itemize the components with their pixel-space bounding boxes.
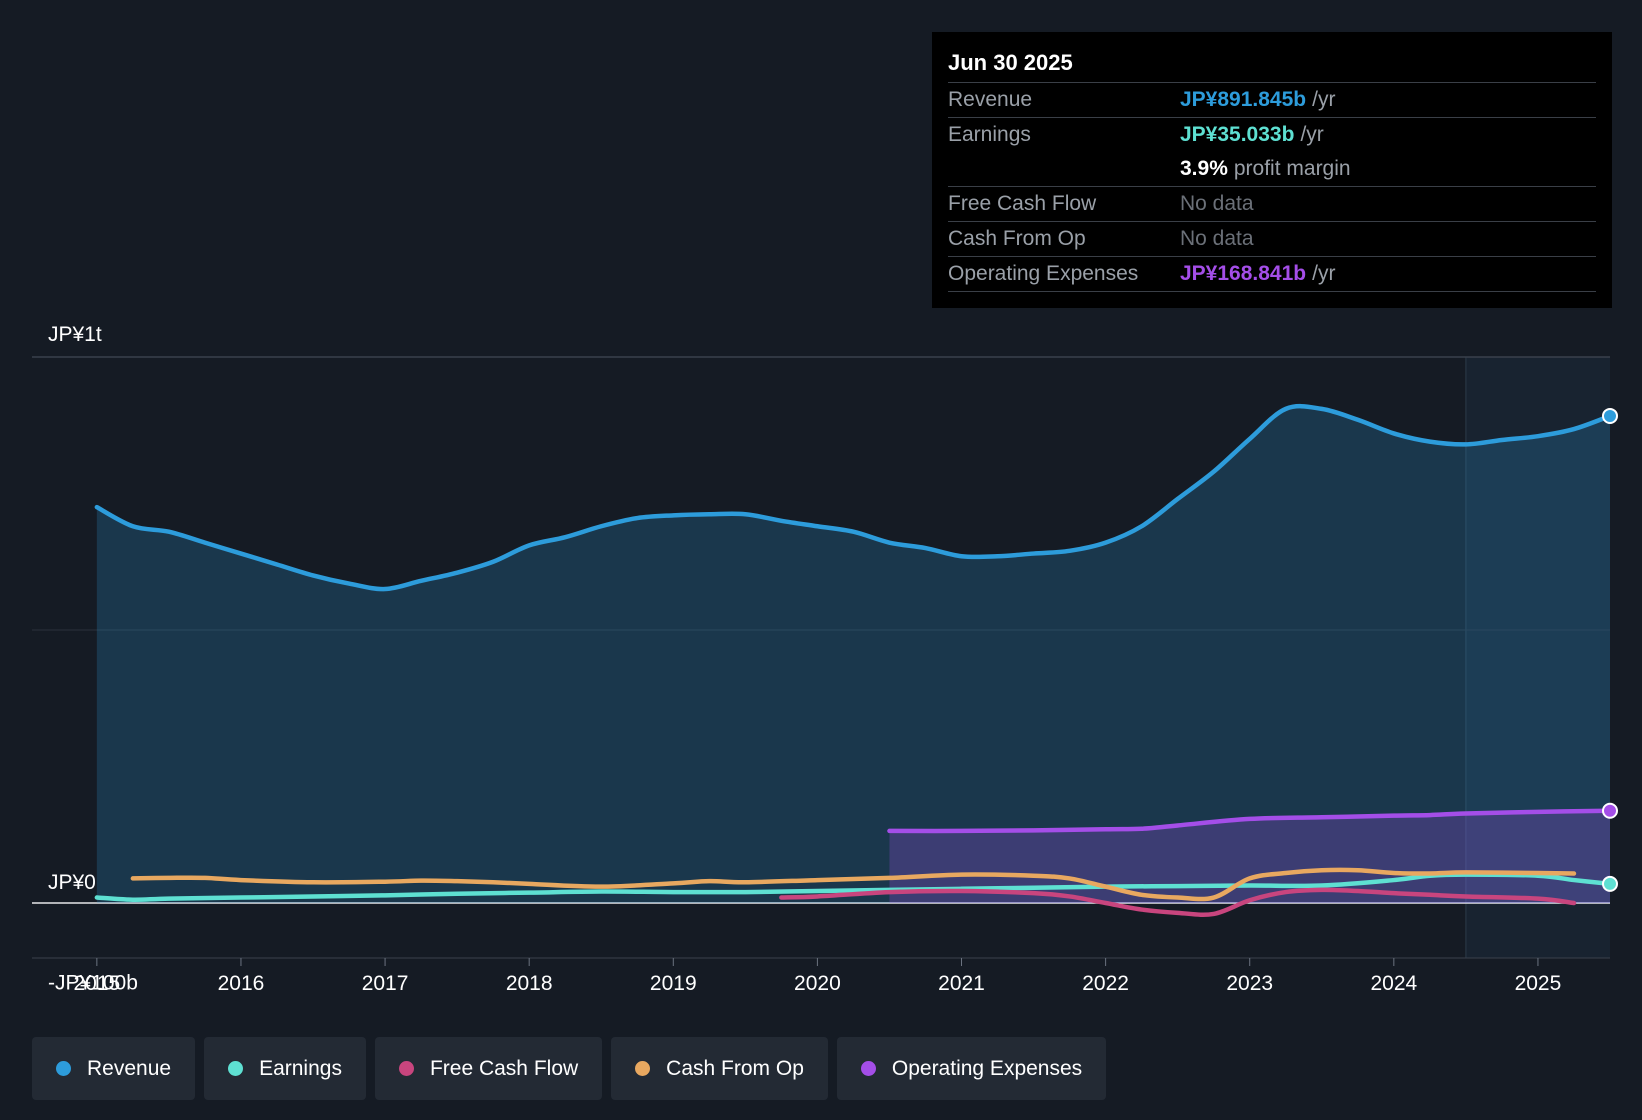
tooltip-row-revenue: Revenue JP¥891.845b /yr [948, 83, 1596, 118]
x-tick-label: 2025 [1515, 972, 1562, 995]
legend-item-cash-from-op[interactable]: Cash From Op [611, 1037, 828, 1100]
tooltip-value: 3.9% [1180, 157, 1228, 180]
x-tick-label: 2015 [73, 972, 120, 995]
tooltip-value: JP¥35.033b [1180, 123, 1295, 146]
legend-dot-icon [635, 1061, 651, 1076]
x-tick-label: 2018 [506, 972, 553, 995]
legend-item-free-cash-flow[interactable]: Free Cash Flow [374, 1037, 603, 1100]
x-tick-label: 2024 [1370, 972, 1417, 995]
legend-label: Cash From Op [666, 1056, 804, 1080]
legend-label: Operating Expenses [891, 1056, 1083, 1080]
tooltip-label: Operating Expenses [948, 262, 1139, 285]
tooltip-row-operating-expenses: Operating Expenses JP¥168.841b /yr [948, 257, 1596, 292]
tooltip-label [948, 152, 1180, 186]
tooltip-row-profit-margin: 3.9% profit margin [948, 152, 1596, 187]
tooltip-label: Revenue [948, 88, 1033, 111]
tooltip-row-earnings: Earnings JP¥35.033b /yr [948, 118, 1596, 152]
legend-label: Revenue [87, 1056, 172, 1080]
tooltip-unit: profit margin [1233, 157, 1351, 180]
y-tick-label: JP¥1t [48, 323, 102, 346]
legend-label: Free Cash Flow [429, 1056, 579, 1080]
tooltip-panel: Jun 30 2025 Revenue JP¥891.845b /yr Earn… [932, 32, 1612, 308]
tooltip-value: JP¥891.845b [1180, 88, 1307, 111]
revenue-end-marker [1602, 407, 1618, 424]
x-tick-label: 2016 [218, 972, 265, 995]
tooltip-unit: /yr [1312, 262, 1336, 285]
x-tick-label: 2022 [1082, 972, 1129, 995]
revenue-area [96, 406, 1610, 903]
tooltip-row-cash-from-op: Cash From Op No data [948, 222, 1596, 257]
legend-dot-icon [228, 1061, 244, 1076]
free-cash-flow-line [779, 887, 1577, 917]
legend-dot-icon [56, 1061, 71, 1076]
tooltip-label: Earnings [948, 123, 1031, 146]
legend: Revenue Earnings Free Cash Flow Cash Fro… [32, 1037, 1107, 1100]
tooltip-value: No data [1180, 227, 1254, 250]
tooltip-value: JP¥168.841b [1180, 262, 1307, 285]
tooltip-label: Cash From Op [948, 227, 1086, 250]
legend-item-revenue[interactable]: Revenue [32, 1037, 196, 1100]
legend-label: Earnings [259, 1056, 342, 1080]
x-tick-label: 2023 [1226, 972, 1273, 995]
legend-item-earnings[interactable]: Earnings [204, 1037, 366, 1100]
operating-expenses-line [887, 808, 1613, 834]
legend-item-operating-expenses[interactable]: Operating Expenses [836, 1037, 1107, 1100]
x-tick-label: 2017 [362, 972, 409, 995]
cash-from-op-line [130, 867, 1577, 902]
legend-dot-icon [398, 1061, 414, 1076]
x-tick-label: 2019 [650, 972, 697, 995]
y-tick-label: -JP¥100b [48, 972, 138, 995]
legend-dot-icon [860, 1061, 876, 1076]
operating-expenses-end-marker [1602, 802, 1618, 819]
earnings-end-marker [1602, 875, 1618, 892]
y-tick-label: JP¥0 [48, 871, 96, 894]
x-tick-label: 2021 [938, 972, 985, 995]
x-tick-label: 2020 [794, 972, 841, 995]
tooltip-row-free-cash-flow: Free Cash Flow No data [948, 187, 1596, 222]
tooltip-label: Free Cash Flow [948, 192, 1097, 215]
tooltip-unit: /yr [1300, 123, 1324, 146]
forecast-band [1465, 357, 1610, 958]
revenue-line [94, 403, 1613, 592]
tooltip-unit: /yr [1312, 88, 1336, 111]
tooltip-date: Jun 30 2025 [948, 44, 1596, 83]
tooltip-value: No data [1180, 192, 1254, 215]
